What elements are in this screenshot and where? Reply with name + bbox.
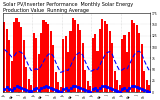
Bar (123, 35, 126, 92)
Bar (55, 72, 57, 92)
Bar (92, 38, 94, 92)
Bar (47, 24, 49, 92)
Bar (84, 70, 86, 92)
Bar (126, 52, 128, 92)
Text: Solar PV/Inverter Performance  Monthly Solar Energy Production Value  Running Av: Solar PV/Inverter Performance Monthly So… (3, 2, 133, 13)
Bar (99, 29, 101, 92)
Bar (25, 67, 27, 92)
Bar (28, 79, 30, 92)
Bar (65, 36, 67, 92)
Bar (133, 23, 135, 92)
Bar (72, 18, 74, 92)
Bar (145, 80, 148, 92)
Bar (141, 44, 143, 92)
Bar (50, 31, 52, 92)
Bar (69, 31, 72, 92)
Bar (62, 39, 64, 92)
Bar (138, 34, 140, 92)
Bar (30, 86, 32, 92)
Bar (104, 21, 106, 92)
Bar (106, 24, 108, 92)
Bar (87, 81, 89, 92)
Bar (38, 54, 40, 92)
Bar (74, 20, 76, 92)
Bar (67, 52, 69, 92)
Bar (60, 87, 62, 92)
Bar (11, 61, 13, 92)
Bar (23, 40, 25, 92)
Bar (40, 34, 42, 92)
Bar (148, 86, 150, 92)
Bar (136, 25, 138, 92)
Bar (82, 43, 84, 92)
Bar (109, 31, 111, 92)
Bar (35, 38, 37, 92)
Bar (119, 85, 121, 92)
Bar (33, 34, 35, 92)
Bar (114, 70, 116, 92)
Bar (89, 86, 91, 92)
Bar (131, 20, 133, 92)
Bar (94, 34, 96, 92)
Bar (121, 39, 123, 92)
Bar (101, 19, 104, 92)
Bar (18, 22, 20, 92)
Bar (96, 51, 99, 92)
Bar (57, 82, 59, 92)
Bar (77, 24, 79, 92)
Bar (79, 30, 81, 92)
Bar (111, 42, 113, 92)
Bar (16, 18, 18, 92)
Bar (52, 45, 54, 92)
Bar (3, 22, 5, 92)
Bar (143, 71, 145, 92)
Bar (128, 32, 130, 92)
Bar (8, 40, 10, 92)
Bar (6, 29, 8, 92)
Bar (116, 80, 118, 92)
Bar (13, 22, 15, 92)
Bar (20, 27, 23, 92)
Bar (45, 22, 47, 92)
Bar (43, 20, 45, 92)
